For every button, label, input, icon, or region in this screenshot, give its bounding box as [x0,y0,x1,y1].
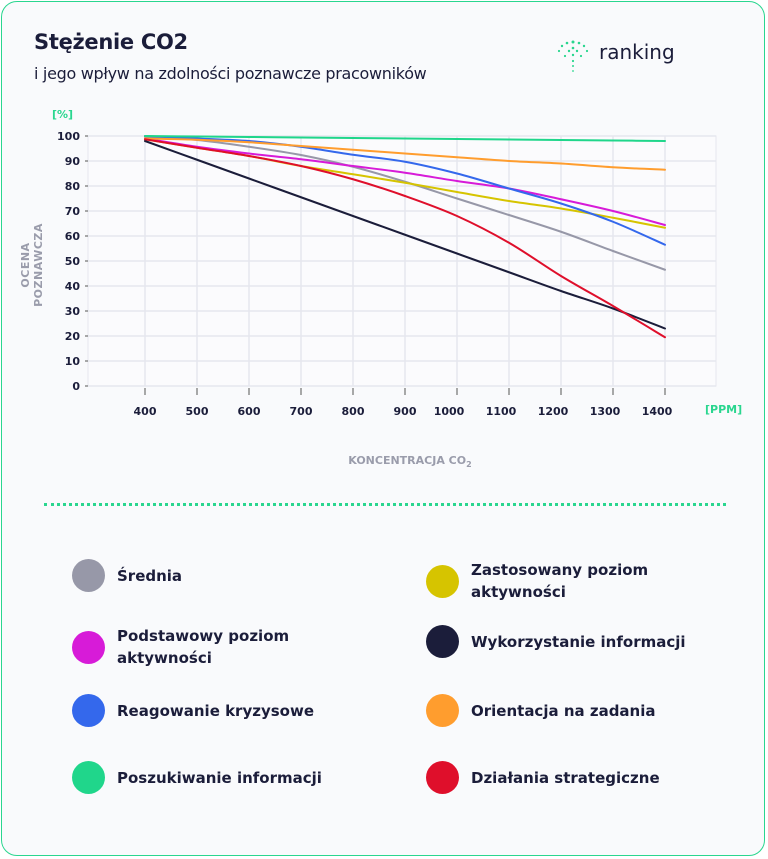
legend-item: Poszukiwanie informacji [72,761,337,794]
x-tick-label: 1100 [486,405,517,418]
legend-label: Orientacja na zadania [471,701,656,720]
y-unit: [%] [52,108,74,121]
legend-swatch [72,630,105,664]
x-axis-label-text: KONCENTRACJA CO [348,454,467,467]
x-axis-label: KONCENTRACJA CO2 [260,454,560,469]
y-tick-label: 50 [65,255,81,268]
legend-swatch [426,564,459,598]
logo-text: ranking [599,40,675,64]
legend-label: Podstawowy poziom aktywności [117,627,290,667]
legend-swatch [72,694,105,727]
y-tick-label: 0 [72,380,80,393]
x-tick-label: 400 [134,405,157,418]
logo-icon [557,40,589,72]
y-tick-label: 20 [65,330,81,343]
y-tick-label: 100 [57,130,80,143]
line-chart: 0 10 20 30 40 50 60 70 80 90 100 400 500 600 700 800 900… [57,130,717,418]
x-tick-label: 1400 [642,405,673,418]
legend-item: Podstawowy poziom aktywności [72,625,337,669]
chart-title: Stężenie CO2 [34,30,188,54]
legend-swatch [72,559,105,592]
y-tick-label: 60 [65,230,81,243]
ranking-logo: ranking [553,38,683,72]
y-tick-label: 30 [65,305,81,318]
legend-swatch [72,761,105,794]
legend-item: Orientacja na zadania [426,694,691,727]
legend-item: Działania strategiczne [426,761,691,794]
x-tick-label: 900 [394,405,417,418]
x-tick-label: 800 [342,405,365,418]
series-line-reagowanie-kryzysowe [144,135,666,246]
legend-swatch [426,694,459,727]
x-axis-label-subscript: 2 [466,460,472,470]
y-tick-label: 80 [65,180,81,193]
legend-item: Średnia [72,559,337,592]
legend-label: Wykorzystanie informacji [471,632,686,651]
legend-item: Wykorzystanie informacji [426,625,691,658]
series-line-orientacja-na-zadania [144,137,666,171]
y-tick-label: 90 [65,155,81,168]
x-tick-label: 600 [238,405,261,418]
x-tick-label: 1000 [434,405,465,418]
x-tick-label: 1200 [538,405,569,418]
x-tick-label: 700 [290,405,313,418]
legend-label: Reagowanie kryzysowe [117,701,315,720]
y-tick-label: 40 [65,280,81,293]
x-tick-label: 1300 [590,405,621,418]
series-line-poszukiwanie-informacji [144,135,666,142]
series-line-wykorzystanie-informacji [144,140,666,330]
y-tick-label: 10 [65,355,81,368]
legend-label: Średnia [117,566,183,585]
legend-label: Działania strategiczne [471,768,660,787]
legend-item: Reagowanie kryzysowe [72,694,337,727]
x-tick-label: 500 [186,405,209,418]
x-unit: [PPM] [705,403,743,416]
legend-swatch [426,761,459,794]
chart-subtitle: i jego wpływ na zdolności poznawcze prac… [34,64,427,83]
y-tick-label: 70 [65,205,81,218]
series-line-podstawowy-poziom-aktywności [144,137,666,226]
legend-item: Zastosowany poziom aktywności [426,559,691,603]
series-line-działania-strategiczne [144,138,666,339]
legend-label: Zastosowany poziom aktywności [471,561,649,601]
legend-label: Poszukiwanie informacji [117,768,322,787]
divider [44,503,726,506]
legend-swatch [426,625,459,658]
